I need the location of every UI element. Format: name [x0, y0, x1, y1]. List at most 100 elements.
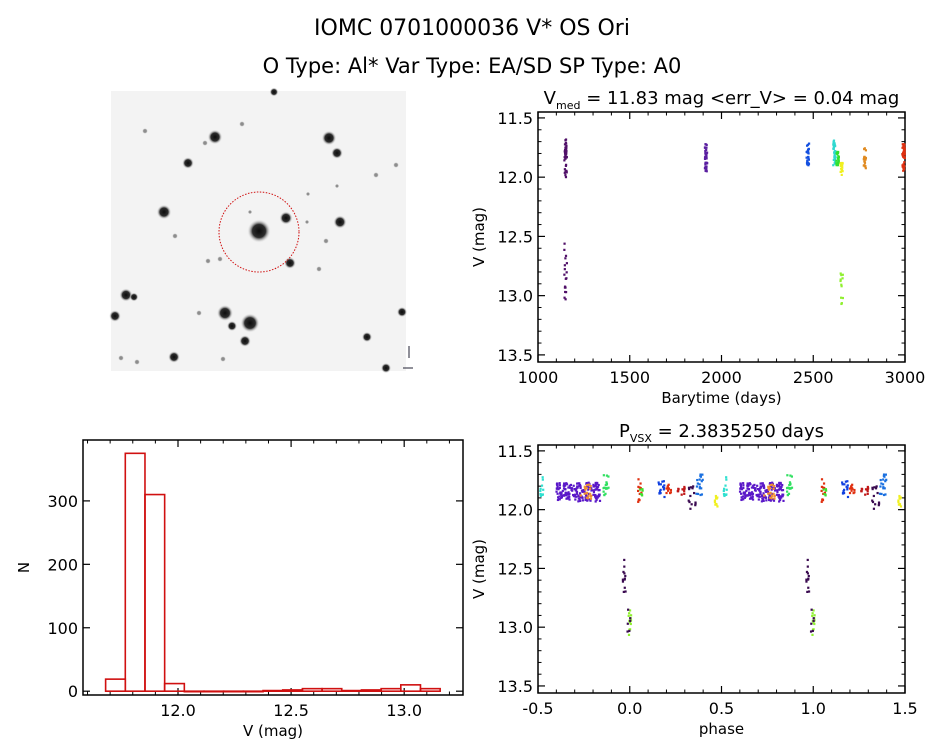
phased-point: [846, 488, 849, 491]
phased-point: [605, 474, 609, 477]
phased-point: [750, 486, 754, 489]
lightcurve-point: [903, 168, 906, 171]
phased-point: [564, 488, 567, 491]
lightcurve-point: [705, 151, 709, 154]
phased-point: [638, 492, 641, 495]
lightcurve-point: [564, 290, 567, 294]
phased-point: [680, 493, 683, 496]
phased-point: [665, 491, 668, 495]
phased-point: [627, 614, 630, 617]
phased-point: [772, 492, 775, 495]
phased-point: [771, 492, 774, 495]
phased-point: [758, 488, 761, 491]
phased-point: [880, 492, 883, 496]
phased-point: [865, 488, 869, 491]
lightcurve-point: [833, 162, 836, 165]
phased-point: [753, 483, 756, 487]
phased-point: [725, 476, 728, 479]
histogram-bar: [321, 687, 343, 692]
phased-point: [567, 486, 570, 489]
phased-point: [565, 493, 568, 497]
phased-point: [739, 485, 743, 489]
phased-point: [874, 487, 878, 490]
y-axis-label: V (mag): [470, 539, 488, 599]
y-tick-label: 12.0: [497, 168, 533, 187]
phased-point: [714, 494, 718, 498]
x-tick-label: 1500: [609, 368, 650, 387]
lightcurve-point: [703, 156, 707, 159]
histogram-bar: [163, 682, 186, 692]
phased-point: [843, 488, 846, 491]
phased-point: [558, 484, 561, 487]
phased-point: [662, 486, 666, 490]
star: [239, 121, 245, 127]
title-rest: = 2.3835250 days: [652, 421, 824, 442]
phased-point: [639, 488, 642, 491]
phased-point: [879, 485, 882, 488]
phased-point: [809, 630, 813, 633]
lightcurve-point: [864, 158, 867, 161]
histogram-bar: [281, 689, 304, 692]
phased-point: [575, 490, 578, 494]
phased-point: [556, 492, 559, 495]
phased-point: [866, 490, 869, 493]
lightcurve-point: [862, 164, 865, 167]
lightcurve-point: [832, 158, 835, 162]
star: [220, 356, 226, 362]
phased-point: [663, 495, 666, 499]
phased-point: [714, 503, 717, 506]
star: [226, 320, 238, 332]
phased-point: [595, 498, 598, 502]
lightcurve-point: [564, 153, 567, 156]
phased-point: [846, 484, 849, 487]
lightcurve-point: [839, 162, 842, 165]
phased-point: [558, 498, 561, 501]
lightcurve-point: [805, 156, 808, 159]
phased-point: [841, 483, 844, 486]
phased-point: [740, 496, 743, 499]
phased-point: [765, 489, 769, 492]
phased-point: [822, 482, 826, 485]
phased-point: [811, 633, 814, 636]
lightcurve-point: [836, 162, 839, 165]
lightcurve-point: [840, 302, 843, 306]
phased-point: [623, 572, 626, 575]
phased-point: [578, 483, 582, 487]
star: [333, 215, 347, 229]
phased-point: [763, 494, 766, 497]
phased-point: [570, 487, 574, 490]
phased-point: [773, 489, 777, 492]
phased-point: [663, 484, 666, 487]
y-tick-label: 300: [47, 492, 78, 511]
histogram-bar: [301, 687, 323, 692]
phased-point: [585, 481, 588, 485]
histogram-bar: [262, 689, 284, 692]
phased-point: [882, 478, 885, 481]
phased-point: [812, 609, 815, 612]
phased-point: [584, 498, 587, 502]
phased-point: [885, 478, 888, 481]
star: [172, 233, 178, 239]
phased-point: [683, 492, 686, 495]
phased-point: [682, 488, 685, 491]
phased-point: [760, 500, 763, 503]
phased-point: [748, 493, 752, 497]
lightcurve-point: [837, 161, 840, 164]
phased-point: [626, 630, 629, 633]
lightcurve-point: [840, 296, 843, 299]
phased-point: [846, 486, 849, 490]
phased-point: [761, 482, 764, 485]
phased-point: [884, 480, 887, 483]
phased-point: [773, 497, 776, 500]
phased-point: [811, 614, 814, 617]
phased-point: [586, 491, 589, 494]
phased-point: [848, 487, 852, 490]
phased-point: [897, 499, 900, 502]
lightcurve-point: [563, 152, 567, 155]
lightcurve-point: [863, 147, 866, 151]
phased-point: [773, 495, 776, 498]
phased-point: [770, 488, 773, 491]
star: [240, 313, 260, 333]
phased-point: [898, 494, 901, 498]
phased-point: [581, 499, 584, 502]
